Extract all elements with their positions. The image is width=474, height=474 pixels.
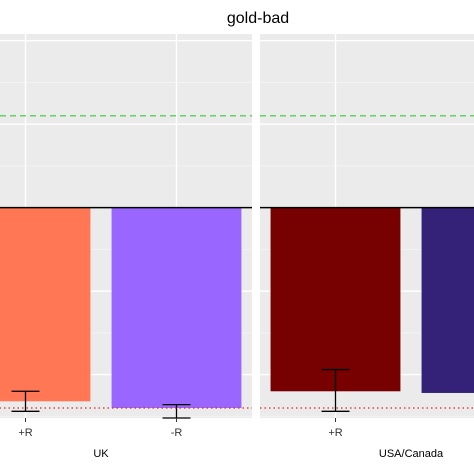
x-tick-label: -R [171,427,183,439]
x-tick-label: +R [328,427,342,439]
x-tick-label: +R [18,427,32,439]
bar-UK-+R [0,207,91,402]
error-bar [11,390,40,412]
facet-panel-1: +R -R UK [0,34,252,460]
chart-title: gold-bad [227,10,289,27]
bar-UK--R [111,207,242,408]
error-bar [321,368,350,412]
bar-USA/Canada-+R [270,207,401,392]
group-label: USA/Canada [379,448,444,460]
group-label: UK [93,448,109,460]
bar-USA/Canada--R [421,207,474,393]
